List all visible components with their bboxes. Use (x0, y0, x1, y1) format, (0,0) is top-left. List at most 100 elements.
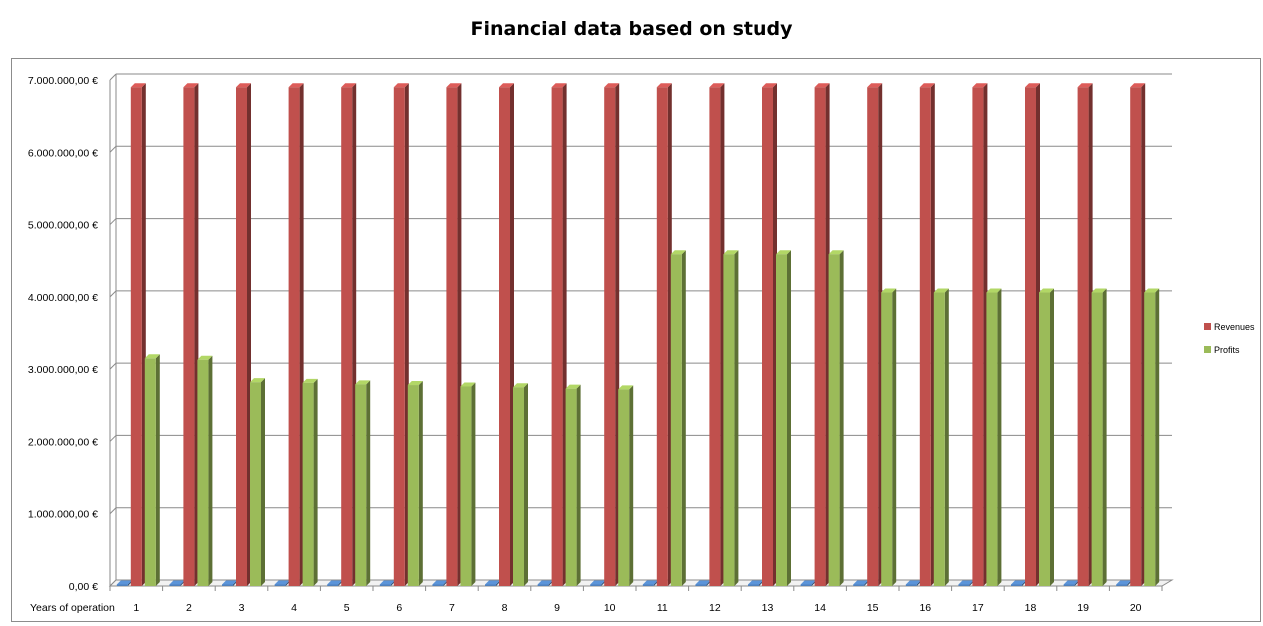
bar-revenues (446, 87, 458, 586)
bar-profits (460, 386, 472, 586)
bar-profits (355, 384, 367, 586)
bar-zero-series (748, 584, 759, 586)
bar-top (618, 385, 634, 390)
x-tick-label: 16 (919, 602, 931, 614)
bar-profits (302, 382, 314, 586)
bar-top (1130, 83, 1146, 88)
bar-top (642, 580, 658, 585)
legend-label: Profits (1214, 345, 1240, 355)
bar-revenues (972, 87, 984, 586)
bar-profits (618, 389, 630, 586)
bar-top (407, 381, 423, 386)
bar-revenues (288, 87, 300, 586)
bar-side (1050, 288, 1054, 586)
bar-top (565, 384, 581, 389)
bar-revenues (762, 87, 773, 586)
bar-zero-series (432, 584, 444, 586)
bar-zero-series (800, 584, 812, 586)
bar-profits (513, 387, 524, 586)
bar-revenues (867, 87, 879, 586)
bar-top (919, 83, 935, 88)
bar-top (222, 580, 237, 585)
bar-revenues (183, 87, 195, 586)
x-tick-label: 20 (1130, 602, 1142, 614)
bar-revenues (1025, 87, 1036, 586)
legend-swatch (1204, 346, 1211, 353)
bar-top (656, 83, 672, 88)
bar-zero-series (537, 584, 549, 586)
bar-profits (933, 292, 945, 586)
y-tick-label: 3.000.000,00 € (28, 364, 98, 376)
bar-profits (1091, 292, 1103, 586)
bar-top (183, 83, 199, 88)
bar-top (1039, 288, 1054, 293)
gridline-side (109, 145, 117, 153)
bar-side (366, 380, 371, 586)
bar-top (327, 580, 343, 585)
bar-side (261, 378, 265, 586)
bar-top (341, 83, 357, 88)
x-axis-label: Years of operation (30, 602, 115, 614)
bar-top (723, 250, 739, 255)
x-tick-label: 5 (344, 602, 350, 614)
bar-top (1091, 288, 1107, 293)
x-tick-label: 15 (867, 602, 879, 614)
bar-zero-series (590, 584, 602, 586)
bar-profits (828, 254, 840, 587)
x-tick-label: 14 (814, 602, 826, 614)
bar-top (144, 354, 160, 359)
bar-profits (670, 254, 682, 587)
bar-top (1144, 288, 1160, 293)
bar-side (787, 250, 791, 587)
bar-top (590, 580, 606, 585)
x-tick-label: 12 (709, 602, 721, 614)
gridline-side (109, 290, 117, 298)
bar-revenues (814, 87, 826, 586)
bar-profits (407, 385, 419, 586)
bar-top (432, 580, 448, 585)
bar-profits (144, 358, 156, 586)
bar-zero-series (1063, 584, 1075, 586)
bar-side (1155, 288, 1160, 586)
bar-top (776, 250, 791, 255)
bar-top (933, 288, 949, 293)
bar-top (355, 380, 371, 385)
x-tick-label: 18 (1025, 602, 1037, 614)
bar-top (1077, 83, 1093, 88)
bar-revenues (551, 87, 563, 586)
bar-profits (1144, 292, 1156, 586)
bar-top (499, 83, 514, 88)
bar-zero-series (1116, 584, 1128, 586)
bar-side (418, 381, 423, 586)
bar-top (116, 580, 132, 585)
bar-revenues (656, 87, 668, 586)
bar-revenues (709, 87, 721, 586)
bar-zero-series (222, 584, 233, 586)
bar-side (892, 288, 897, 586)
bar-top (748, 580, 763, 585)
bar-zero-series (642, 584, 654, 586)
x-tick-label: 9 (554, 602, 560, 614)
bar-zero-series (1011, 584, 1022, 586)
gridline-side (109, 218, 117, 225)
bar-side (524, 383, 528, 586)
x-tick-label: 7 (449, 602, 455, 614)
bar-side (629, 385, 634, 586)
bar-top (828, 250, 844, 255)
bar-top (274, 580, 290, 585)
bar-zero-series (327, 584, 339, 586)
bar-top (1116, 580, 1132, 585)
bar-profits (565, 388, 577, 586)
bar-top (670, 250, 686, 255)
gridline-side (109, 73, 117, 81)
bar-top (905, 580, 921, 585)
y-tick-label: 1.000.000,00 € (28, 509, 98, 521)
bar-profits (250, 382, 261, 586)
legend-label: Revenues (1214, 322, 1255, 332)
bar-top (250, 378, 265, 383)
bar-top (169, 580, 185, 585)
bar-zero-series (853, 584, 865, 586)
bar-top (853, 580, 869, 585)
bar-revenues (499, 87, 510, 586)
bar-profits (723, 254, 735, 587)
